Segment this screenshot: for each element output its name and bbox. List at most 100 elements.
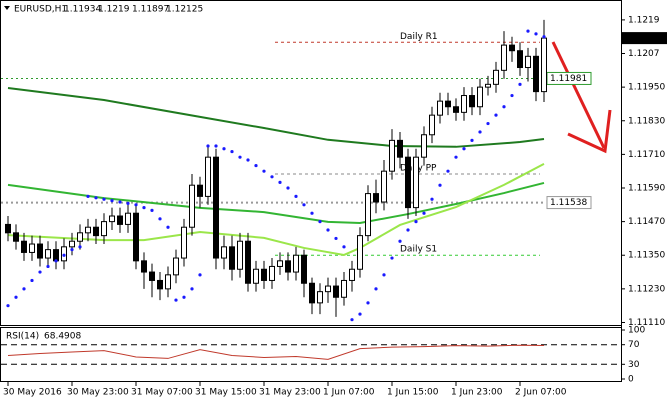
candle-body	[109, 215, 115, 223]
sar-dot	[502, 105, 506, 109]
candle-body	[317, 291, 323, 304]
x-tick-label: 30 May 2016	[3, 388, 62, 398]
sar-dot	[38, 270, 42, 274]
menu-icon[interactable]	[4, 6, 10, 10]
sar-dot	[270, 175, 274, 179]
candle-body	[325, 285, 331, 293]
candle-body	[429, 114, 435, 136]
sar-dot	[70, 248, 74, 252]
candle-body	[309, 282, 315, 304]
header-high: 1.1219	[98, 5, 130, 15]
sar-dot	[46, 264, 50, 269]
moving-average	[7, 181, 545, 225]
sar-dot	[342, 245, 346, 249]
y-tick-label: 1.1207	[628, 49, 660, 59]
candle-body	[45, 249, 51, 259]
sar-dot	[62, 253, 66, 257]
price-line-box	[546, 196, 592, 210]
sar-dot	[406, 228, 410, 232]
current-price: 1.12125	[626, 34, 663, 44]
sar-dot	[510, 93, 514, 98]
sar-dot	[542, 35, 546, 39]
candle-body	[237, 240, 243, 270]
candle-body	[493, 69, 499, 85]
sar-dot	[462, 147, 466, 151]
candle-body	[189, 184, 195, 228]
sar-dot	[14, 295, 18, 299]
candle-body	[93, 226, 99, 237]
candle-body	[181, 226, 187, 259]
sar-dot	[350, 318, 354, 322]
header-close: 1.12125	[166, 5, 203, 15]
sar-dot	[478, 130, 482, 134]
candle-body	[37, 243, 43, 259]
sar-dot	[438, 183, 442, 187]
sar-dot	[278, 180, 282, 184]
candle-body	[117, 215, 123, 225]
sar-dot	[334, 236, 338, 241]
candle-body	[157, 279, 163, 290]
candle-body	[133, 212, 139, 262]
sar-dot	[238, 155, 242, 159]
sar-dot	[22, 287, 26, 291]
sar-dot	[222, 147, 226, 151]
current-price-box	[622, 32, 667, 45]
y-tick-label: 1.11230	[628, 284, 665, 294]
sar-dot	[302, 203, 306, 207]
candle-body	[509, 44, 515, 52]
sar-dot	[454, 155, 458, 159]
sar-dot	[182, 295, 186, 299]
candle-body	[277, 260, 283, 267]
candle-body	[389, 139, 395, 172]
candle-body	[149, 271, 155, 281]
y-tick-label: 1.11110	[628, 318, 665, 328]
moving-average	[7, 86, 545, 148]
sar-dot	[198, 273, 202, 277]
candle-body	[301, 254, 307, 284]
candle-body	[205, 156, 211, 197]
sar-dot	[374, 287, 378, 291]
rsi-tick-label: 0	[628, 375, 634, 385]
sar-dot	[158, 217, 162, 221]
sar-dot	[422, 211, 426, 215]
sar-dot	[86, 194, 90, 199]
candle-body	[525, 55, 531, 69]
annotation-arrow	[551, 41, 612, 154]
sar-dot	[118, 200, 122, 204]
sar-dot	[326, 228, 330, 232]
candle-body	[77, 232, 83, 242]
sar-dot	[110, 199, 114, 203]
x-tick-label: 31 May 15:00	[195, 388, 257, 398]
rsi-tick-label: 30	[628, 360, 640, 370]
sar-dot	[174, 298, 178, 302]
y-tick-label: 1.11830	[628, 116, 665, 126]
sar-dot	[6, 304, 10, 308]
candle-body	[477, 86, 483, 108]
sar-dot	[310, 211, 314, 215]
sar-dot	[246, 158, 250, 162]
y-tick-label: 1.11710	[628, 150, 665, 160]
sar-dot	[390, 256, 394, 260]
sar-dot	[398, 239, 402, 243]
y-tick-label: 1.11590	[628, 183, 665, 193]
x-tick-label: 1 Jun 07:00	[323, 388, 375, 398]
candle-body	[165, 274, 171, 290]
sar-dot	[142, 206, 146, 210]
sar-dot	[526, 29, 530, 33]
candle-body	[501, 44, 507, 71]
candle-body	[125, 212, 131, 225]
symbol: EURUSD,H1	[14, 5, 67, 15]
sar-dot	[446, 169, 450, 173]
sar-dot	[534, 32, 538, 36]
candle-body	[101, 221, 107, 237]
x-tick-label: 31 May 23:00	[259, 388, 321, 398]
candle-body	[349, 268, 355, 281]
y-tick-label: 1.11470	[628, 217, 665, 227]
sar-dot	[414, 220, 418, 224]
sar-dot	[486, 121, 490, 126]
sar-dot	[262, 169, 266, 173]
sar-dot	[102, 197, 106, 201]
sar-dot	[494, 113, 498, 117]
candle-body	[221, 246, 227, 259]
